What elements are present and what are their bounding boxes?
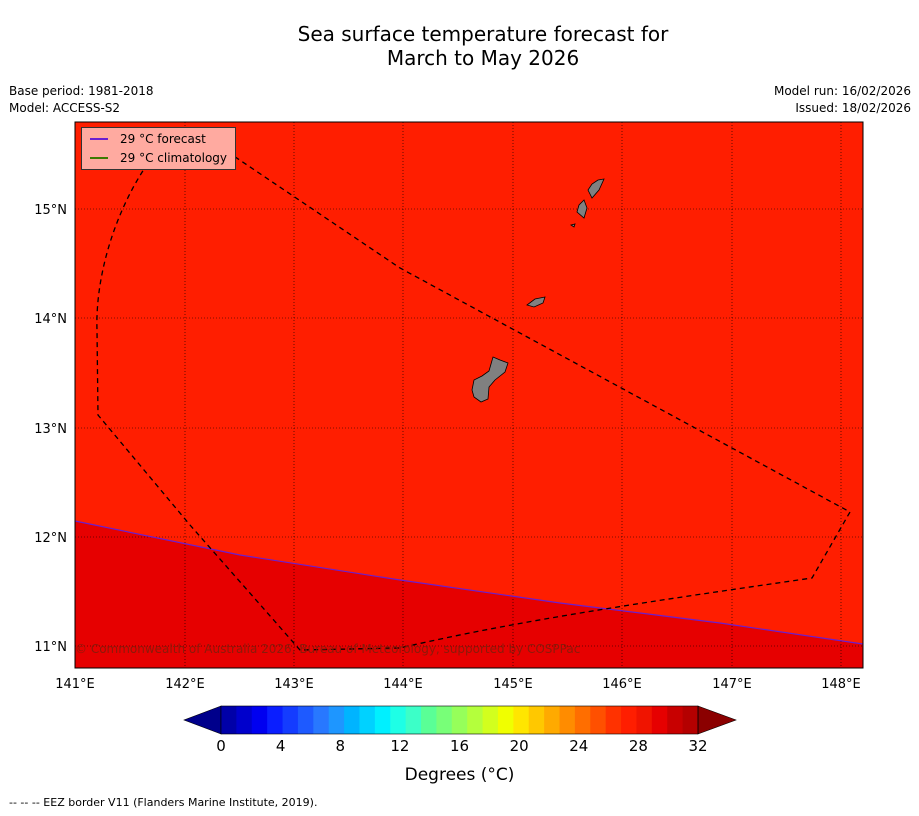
legend-forecast-label: 29 °C forecast [120,132,206,146]
colorbar-segment [436,706,453,734]
chart-title: Sea surface temperature forecast for Mar… [0,22,919,70]
lon-label: 143°E [274,677,314,692]
gridlines [75,122,863,668]
colorbar-segment [405,706,422,734]
latitude-labels: 15°N 14°N 13°N 12°N 11°N [34,203,67,655]
legend: 29 °C forecast 29 °C climatology [81,127,236,170]
lon-label: 144°E [383,677,423,692]
eez-source-note: -- -- -- EEZ border V11 (Flanders Marine… [9,796,318,809]
colorbar-tick-label: 12 [390,737,409,755]
lat-label: 13°N [34,422,67,437]
meta-right: Model run: 16/02/2026 Issued: 18/02/2026 [774,83,911,117]
colorbar-segment [451,706,468,734]
aguijan-island [570,223,576,228]
colorbar-tick-label: 24 [569,737,588,755]
colorbar-segment [636,706,653,734]
colorbar-frame [220,705,699,735]
lon-label: 142°E [165,677,205,692]
eez-border [96,134,851,651]
colorbar-label: Degrees (°C) [404,765,515,785]
tinian-island [576,199,588,219]
lon-label: 147°E [712,677,752,692]
colorbar [183,705,737,735]
colorbar-segment [390,706,407,734]
colorbar-segment [344,706,360,734]
lon-label: 148°E [821,677,861,692]
colorbar-segment [590,706,607,734]
map-area: © Commonwealth of Australia 2026, Bureau… [75,122,863,668]
colorbar-segment [651,706,668,734]
colorbar-segment [497,706,514,734]
copyright-notice: © Commonwealth of Australia 2026, Bureau… [75,642,580,656]
colorbar-segment [528,706,545,734]
colorbar-segment [621,706,637,734]
colorbar-tick-label: 16 [450,737,469,755]
colorbar-over-arrow [697,705,737,735]
colorbar-segment [251,706,268,734]
lat-label: 14°N [34,312,67,327]
colorbar-segment [328,706,345,734]
base-period: Base period: 1981-2018 [9,84,154,98]
colorbar-tick-label: 8 [335,737,345,755]
meta-left: Base period: 1981-2018 Model: ACCESS-S2 [9,83,154,117]
colorbar-segment [267,706,284,734]
issued-date: Issued: 18/02/2026 [795,101,911,115]
colorbar-segment [297,706,314,734]
colorbar-segment [559,706,576,734]
lon-label: 146°E [602,677,642,692]
lon-label: 145°E [493,677,533,692]
forecast-29c-contour [75,520,863,645]
colorbar-segment [374,706,391,734]
colorbar-segment [513,706,530,734]
colorbar-segment [236,706,253,734]
title-line-2: March to May 2026 [386,46,580,70]
legend-climatology: 29 °C climatology [90,150,227,166]
title-line-1: Sea surface temperature forecast for [297,22,669,46]
islands [471,178,605,403]
lon-label: 141°E [55,677,95,692]
colorbar-tick-label: 0 [216,737,226,755]
forecast-line-swatch [90,138,108,140]
colorbar-tick-labels: 0 4 8 12 16 20 24 28 32 [216,737,707,755]
hot-region [75,521,863,668]
colorbar-segment [682,706,699,734]
lat-label: 15°N [34,203,67,218]
legend-forecast: 29 °C forecast [90,131,206,147]
colorbar-segment [421,706,437,734]
colorbar-segment [667,706,684,734]
colorbar-segment [467,706,484,734]
colorbar-segment [574,706,591,734]
legend-climatology-label: 29 °C climatology [120,151,228,165]
colorbar-under-arrow [183,705,222,735]
colorbar-segment [282,706,299,734]
saipan-island [587,178,605,199]
climatology-line-swatch [90,157,108,159]
model-name: Model: ACCESS-S2 [9,101,121,115]
colorbar-segment [482,706,499,734]
lat-label: 11°N [34,640,67,655]
colorbar-segment [313,706,330,734]
colorbar-tick-label: 4 [276,737,286,755]
colorbar-tick-label: 32 [688,737,707,755]
lat-label: 12°N [34,531,67,546]
guam-island [471,356,509,403]
colorbar-segment [605,706,622,734]
longitude-labels: 141°E 142°E 143°E 144°E 145°E 146°E 147°E 148°E [55,677,861,692]
colorbar-segment [221,706,237,734]
colorbar-tick-label: 20 [510,737,529,755]
colorbar-tick-label: 28 [629,737,648,755]
colorbar-segment [359,706,376,734]
map-frame [74,121,864,669]
colorbar-segment [544,706,561,734]
rota-island [526,296,546,308]
model-run: Model run: 16/02/2026 [773,84,911,98]
